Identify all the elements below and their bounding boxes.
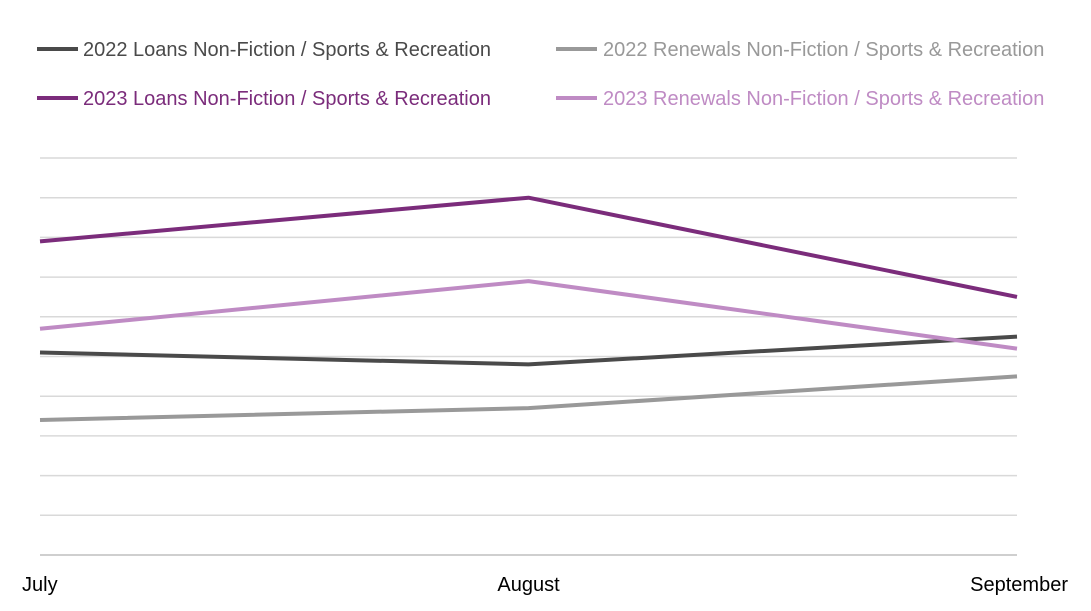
x-tick-label: August	[497, 574, 560, 596]
series-line-1	[39, 334, 1018, 367]
x-tick-label: July	[22, 574, 58, 596]
x-axis-ticks: July August September	[22, 574, 1068, 596]
legend-item: 2023 Renewals Non-Fiction / Sports & Rec…	[556, 88, 1044, 110]
series-lines	[39, 195, 1018, 422]
legend-item: 2022 Renewals Non-Fiction / Sports & Rec…	[556, 39, 1044, 61]
legend: 2022 Loans Non-Fiction / Sports & Recrea…	[37, 39, 1044, 110]
series-line-4	[39, 279, 1018, 351]
series-line-2	[39, 374, 1018, 422]
legend-item: 2022 Loans Non-Fiction / Sports & Recrea…	[37, 39, 491, 61]
series-line-3	[39, 195, 1018, 299]
legend-label: 2022 Renewals Non-Fiction / Sports & Rec…	[603, 39, 1044, 61]
legend-label: 2023 Renewals Non-Fiction / Sports & Rec…	[603, 88, 1044, 110]
x-tick-label: September	[970, 574, 1068, 596]
legend-label: 2023 Loans Non-Fiction / Sports & Recrea…	[83, 88, 491, 110]
legend-item: 2023 Loans Non-Fiction / Sports & Recrea…	[37, 88, 491, 110]
legend-label: 2022 Loans Non-Fiction / Sports & Recrea…	[83, 39, 491, 61]
